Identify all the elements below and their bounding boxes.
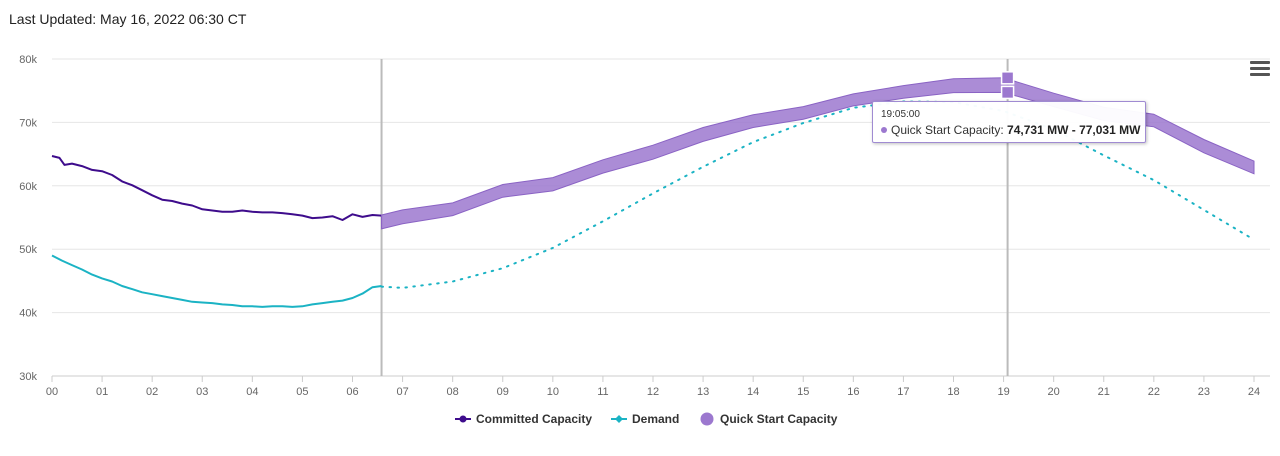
legend-line-diamond-icon [611, 415, 627, 423]
x-tick-label: 20 [1048, 386, 1060, 398]
legend-label: Committed Capacity [476, 412, 593, 426]
x-tick-label: 06 [346, 386, 358, 398]
hover-markers [1000, 71, 1015, 100]
x-tick-label: 11 [597, 386, 608, 398]
x-tick-label: 05 [296, 386, 308, 398]
x-tick-label: 24 [1248, 386, 1260, 398]
demand-forecast-line [380, 100, 1255, 289]
x-tick-label: 10 [547, 386, 559, 398]
chart-tooltip: 19:05:00 Quick Start Capacity: 74,731 MW… [872, 101, 1146, 143]
tooltip-row: Quick Start Capacity: 74,731 MW - 77,031… [881, 123, 1141, 137]
legend-item-demand[interactable]: Demand [611, 412, 679, 426]
x-tick-label: 19 [997, 386, 1009, 398]
series-layer [51, 77, 1255, 308]
x-tick-label: 23 [1198, 386, 1210, 398]
x-axis: 00 01 02 03 04 05 06 07 08 09 10 11 12 13 14 15 16 17 18 19… [46, 376, 1260, 398]
y-tick-label: 40k [19, 308, 37, 320]
last-updated-text: Last Updated: May 16, 2022 06:30 CT [9, 11, 247, 27]
legend-item-committed-capacity[interactable]: Committed Capacity [455, 412, 592, 426]
y-tick-label: 30k [19, 371, 37, 383]
x-tick-label: 13 [697, 386, 709, 398]
tooltip-range-value: 74,731 MW - 77,031 MW [1007, 123, 1141, 137]
x-tick-label: 03 [196, 386, 208, 398]
y-tick-label: 50k [19, 244, 37, 256]
x-tick-label: 21 [1098, 386, 1110, 398]
x-tick-label: 22 [1148, 386, 1160, 398]
legend-line-circle-icon [455, 415, 471, 423]
legend-item-quick-start-capacity[interactable]: Quick Start Capacity [699, 412, 837, 426]
x-tick-label: 00 [46, 386, 58, 398]
x-tick-label: 07 [396, 386, 408, 398]
y-axis: 30k 40k 50k 60k 70k 80k [19, 54, 37, 383]
x-tick-label: 04 [246, 386, 258, 398]
x-tick-label: 12 [647, 386, 659, 398]
tooltip-series-label: Quick Start Capacity: [891, 123, 1008, 137]
x-tick-label: 02 [146, 386, 158, 398]
hamburger-menu-icon[interactable] [1250, 61, 1270, 77]
y-tick-label: 80k [19, 54, 37, 66]
y-tick-label: 60k [19, 181, 37, 193]
quick-start-capacity-band [381, 77, 1255, 230]
tooltip-time: 19:05:00 [881, 109, 920, 120]
x-tick-label: 01 [96, 386, 108, 398]
demand-line [51, 254, 382, 308]
legend-circle-icon [700, 412, 714, 426]
hover-marker-high [1000, 71, 1015, 85]
x-tick-label: 17 [897, 386, 909, 398]
tooltip-series-dot-icon [881, 127, 887, 133]
x-tick-label: 18 [947, 386, 959, 398]
x-tick-label: 15 [797, 386, 809, 398]
legend-label: Quick Start Capacity [720, 412, 838, 426]
y-tick-label: 70k [19, 117, 37, 129]
committed-capacity-line [51, 155, 382, 221]
chart-legend: Committed Capacity Demand Quick Start Ca… [0, 412, 1280, 430]
hover-marker-low [1000, 85, 1015, 100]
x-tick-label: 14 [747, 386, 759, 398]
legend-label: Demand [632, 412, 680, 426]
x-tick-label: 16 [847, 386, 859, 398]
x-tick-label: 09 [497, 386, 509, 398]
x-tick-label: 08 [447, 386, 459, 398]
